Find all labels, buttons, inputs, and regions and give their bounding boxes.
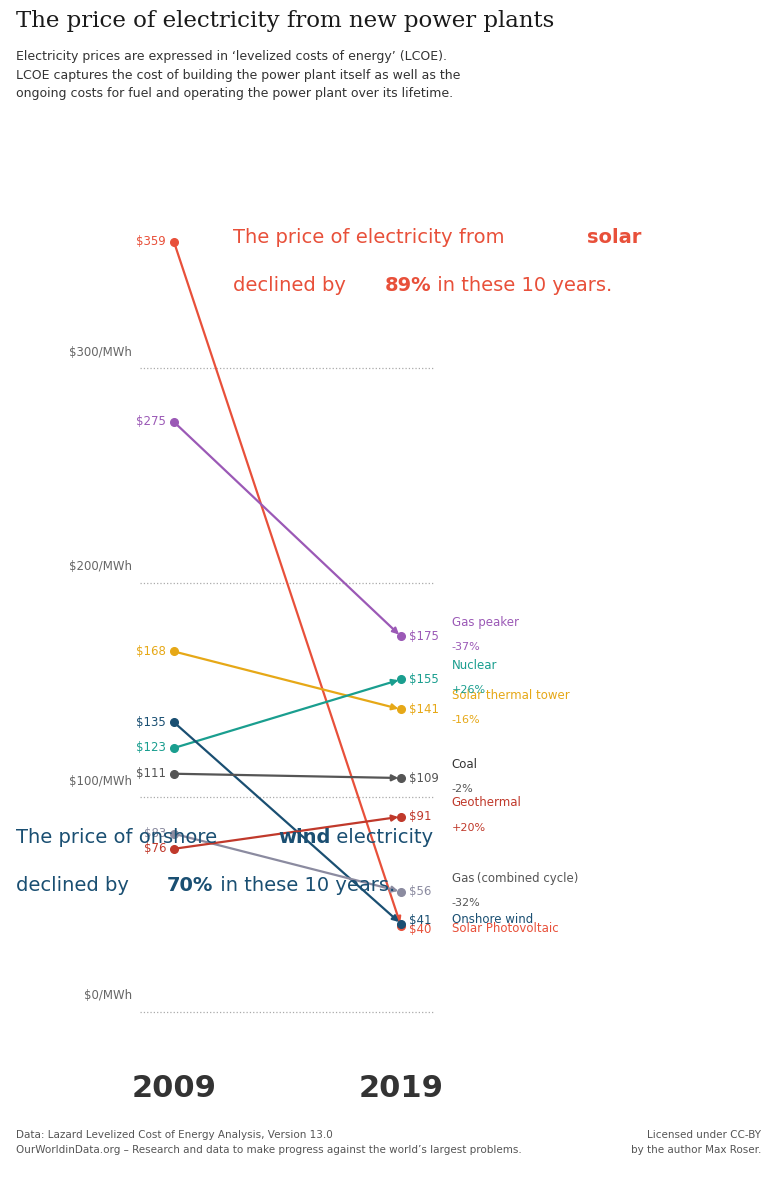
Text: -2%: -2% <box>451 784 473 794</box>
Text: $0/MWh: $0/MWh <box>84 989 132 1002</box>
Text: Nuclear: Nuclear <box>451 659 497 672</box>
Text: 2009: 2009 <box>131 1074 217 1103</box>
Text: +20%: +20% <box>451 823 486 833</box>
Text: -37%: -37% <box>451 642 480 653</box>
Text: $111: $111 <box>136 767 166 780</box>
Text: $100/MWh: $100/MWh <box>69 775 132 787</box>
Text: Gas (combined cycle): Gas (combined cycle) <box>451 871 578 884</box>
Text: $109: $109 <box>409 772 439 785</box>
Text: +26%: +26% <box>451 685 486 695</box>
Text: in Data: in Data <box>660 37 720 53</box>
Text: The price of electricity from new power plants: The price of electricity from new power … <box>16 10 554 31</box>
Text: $275: $275 <box>136 415 166 428</box>
Text: The price of onshore: The price of onshore <box>16 828 223 847</box>
Text: Geothermal: Geothermal <box>451 797 521 810</box>
Text: $91: $91 <box>409 810 431 823</box>
Text: Solar Photovoltaic: Solar Photovoltaic <box>451 922 558 935</box>
Text: $135: $135 <box>137 715 166 728</box>
Text: $40: $40 <box>409 923 431 936</box>
Text: The price of electricity from: The price of electricity from <box>233 228 510 247</box>
Text: -16%: -16% <box>451 715 480 725</box>
Text: $168: $168 <box>136 644 166 658</box>
Text: $359: $359 <box>137 235 166 248</box>
Text: by the author Max Roser.: by the author Max Roser. <box>631 1145 761 1154</box>
Text: Coal: Coal <box>451 758 478 770</box>
Text: 70%: 70% <box>167 876 214 895</box>
Text: Electricity prices are expressed in ‘levelized costs of energy’ (LCOE).
LCOE cap: Electricity prices are expressed in ‘lev… <box>16 50 460 101</box>
Text: Solar thermal tower: Solar thermal tower <box>451 689 570 702</box>
Text: Gas peaker: Gas peaker <box>451 617 518 629</box>
Text: 89%: 89% <box>385 276 431 295</box>
Text: $200/MWh: $200/MWh <box>69 560 132 574</box>
Text: solar: solar <box>587 228 641 247</box>
Text: -32%: -32% <box>451 898 480 907</box>
Text: $155: $155 <box>409 673 438 686</box>
Text: $41: $41 <box>409 914 431 928</box>
Text: OurWorldinData.org – Research and data to make progress against the world’s larg: OurWorldinData.org – Research and data t… <box>16 1145 521 1154</box>
Text: $175: $175 <box>409 630 439 643</box>
Text: Data: Lazard Levelized Cost of Energy Analysis, Version 13.0: Data: Lazard Levelized Cost of Energy An… <box>16 1130 333 1140</box>
Text: electricity: electricity <box>330 828 434 847</box>
Text: Onshore wind: Onshore wind <box>451 913 533 926</box>
Text: declined by: declined by <box>16 876 134 895</box>
Text: $83: $83 <box>144 827 166 840</box>
Text: $56: $56 <box>409 886 431 899</box>
Text: in these 10 years.: in these 10 years. <box>431 276 612 295</box>
Text: Licensed under CC-BY: Licensed under CC-BY <box>647 1130 761 1140</box>
Text: 2019: 2019 <box>358 1074 444 1103</box>
Text: in these 10 years.: in these 10 years. <box>214 876 395 895</box>
Text: declined by: declined by <box>233 276 352 295</box>
Text: $123: $123 <box>136 742 166 755</box>
Text: $141: $141 <box>409 703 439 716</box>
Text: $76: $76 <box>144 842 166 856</box>
Text: $300/MWh: $300/MWh <box>69 346 132 359</box>
Text: wind: wind <box>278 828 330 847</box>
Text: Our World: Our World <box>648 10 731 25</box>
